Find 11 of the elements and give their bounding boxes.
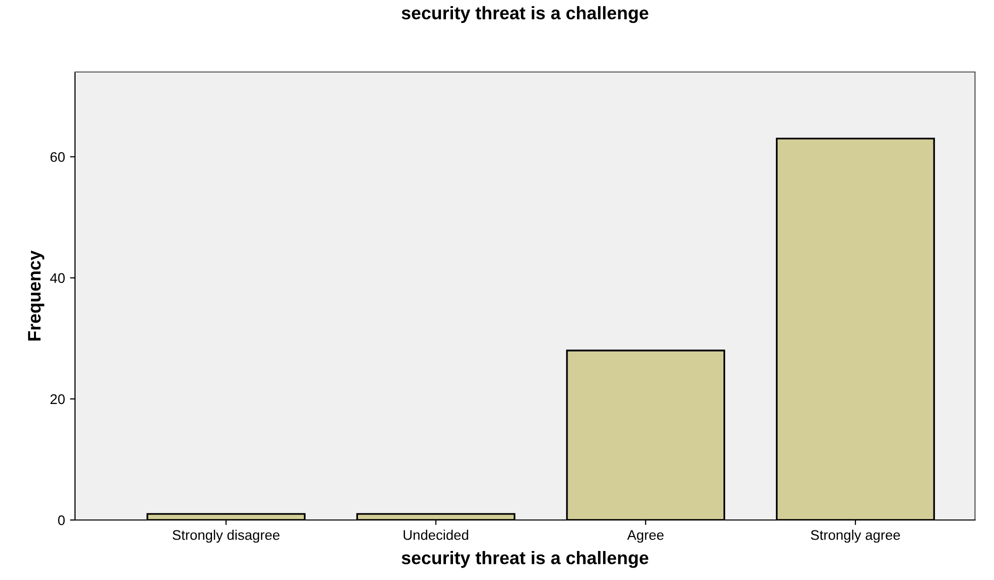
x-tick-label: Agree	[627, 530, 664, 543]
y-tick-label: 40	[50, 273, 65, 284]
y-tick-label: 60	[50, 152, 65, 162]
x-axis-title: security threat is a challenge	[402, 551, 648, 568]
x-tick-label: Undecided	[404, 530, 468, 540]
chart-title: security threat is a challenge	[402, 6, 648, 24]
y-tick-label: 20	[50, 394, 65, 404]
y-axis-title: Frequency	[28, 250, 44, 340]
x-tick-label: Strongly disagree	[172, 530, 280, 543]
y-tick-label: 0	[58, 515, 65, 526]
x-tick-label: Strongly agree	[810, 530, 900, 543]
